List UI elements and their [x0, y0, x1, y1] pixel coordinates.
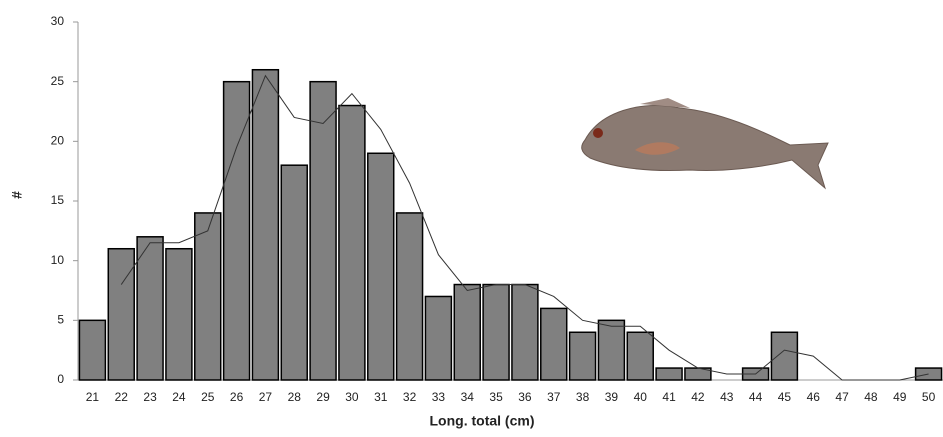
x-tick-label: 30 [345, 390, 359, 404]
x-tick-label: 37 [547, 390, 561, 404]
x-tick-label: 49 [893, 390, 907, 404]
y-tick-label: 5 [57, 313, 64, 327]
y-axis-label: # [9, 191, 25, 199]
bar [512, 285, 538, 380]
bar [656, 368, 682, 380]
x-tick-label: 33 [432, 390, 446, 404]
x-tick-label: 45 [778, 390, 792, 404]
bar [281, 165, 307, 380]
chart: # Long. total (cm) 0 5 10 15 20 25 30 21 22 23 24 2… [0, 0, 943, 432]
x-tick-label: 27 [259, 390, 273, 404]
x-tick-label: 25 [201, 390, 215, 404]
bar [166, 249, 192, 380]
x-tick-label: 50 [922, 390, 936, 404]
x-tick-label: 24 [172, 390, 186, 404]
bar [916, 368, 942, 380]
bar [627, 332, 653, 380]
x-tick-label: 47 [835, 390, 849, 404]
x-tick-label: 23 [143, 390, 157, 404]
y-tick-label: 10 [51, 253, 65, 267]
bar [570, 332, 596, 380]
x-tick-label: 43 [720, 390, 734, 404]
y-tick-label: 30 [51, 14, 65, 28]
bar [771, 332, 797, 380]
x-tick-label: 21 [86, 390, 100, 404]
x-tick-label: 32 [403, 390, 417, 404]
x-tick-label: 46 [807, 390, 821, 404]
y-tick-label: 0 [57, 372, 64, 386]
bar [339, 106, 365, 380]
x-tick-label: 29 [316, 390, 330, 404]
bar [137, 237, 163, 380]
x-tick-label: 42 [691, 390, 705, 404]
x-tick-label: 35 [489, 390, 503, 404]
x-tick-label: 44 [749, 390, 763, 404]
x-axis-label: Long. total (cm) [430, 413, 535, 429]
x-tick-label: 34 [461, 390, 475, 404]
y-tick-label: 25 [51, 74, 65, 88]
y-tick-label: 20 [51, 134, 65, 148]
fish-illustration [582, 98, 828, 188]
bar [310, 82, 336, 380]
bar [224, 82, 250, 380]
bar [425, 296, 451, 380]
x-tick-label: 26 [230, 390, 244, 404]
bar [252, 70, 278, 380]
y-tick-label: 15 [51, 193, 65, 207]
bar [79, 320, 105, 380]
bar [483, 285, 509, 380]
x-tick-label: 41 [662, 390, 676, 404]
bar [454, 285, 480, 380]
bar [195, 213, 221, 380]
x-tick-label: 48 [864, 390, 878, 404]
bar [368, 153, 394, 380]
x-tick-label: 40 [634, 390, 648, 404]
x-tick-label: 38 [576, 390, 590, 404]
bar [541, 308, 567, 380]
x-tick-label: 36 [518, 390, 532, 404]
x-tick-label: 39 [605, 390, 619, 404]
x-tick-label: 28 [288, 390, 302, 404]
x-tick-label: 22 [115, 390, 129, 404]
bar [108, 249, 134, 380]
x-tick-label: 31 [374, 390, 388, 404]
bar [598, 320, 624, 380]
bar [397, 213, 423, 380]
